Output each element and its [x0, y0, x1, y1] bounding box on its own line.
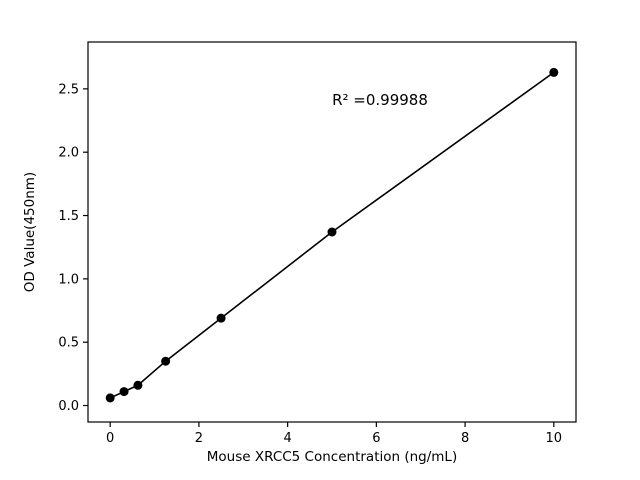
r-squared-annotation: R² =0.99988: [332, 91, 428, 109]
data-point: [119, 387, 129, 397]
y-tick-label: 0.5: [58, 336, 79, 351]
x-tick-label: 6: [372, 431, 380, 446]
plot-layer: 0 2 4 6 8 10 0.0 0.5 1.0 1.5 2.0 2.5: [58, 41, 577, 446]
data-point: [327, 227, 337, 237]
x-tick-label: 0: [106, 431, 114, 446]
y-tick-label: 2.0: [58, 146, 79, 161]
y-tick-label: 0.0: [58, 399, 79, 414]
data-point: [105, 393, 115, 403]
y-tick-label: 1.5: [58, 209, 79, 224]
data-point: [216, 313, 226, 323]
data-point: [133, 380, 143, 390]
y-tick-label: 1.0: [58, 272, 79, 287]
plot-frame: [87, 41, 577, 423]
data-point: [161, 356, 171, 366]
x-tick-label: 2: [195, 431, 203, 446]
x-tick-label: 8: [461, 431, 469, 446]
x-tick-label: 10: [546, 431, 563, 446]
x-tick-label: 4: [283, 431, 291, 446]
data-point: [549, 67, 559, 77]
y-axis-label: OD Value(450nm): [22, 172, 38, 292]
x-axis-label: Mouse XRCC5 Concentration (ng/mL): [207, 449, 457, 465]
y-tick-label: 2.5: [58, 82, 79, 97]
